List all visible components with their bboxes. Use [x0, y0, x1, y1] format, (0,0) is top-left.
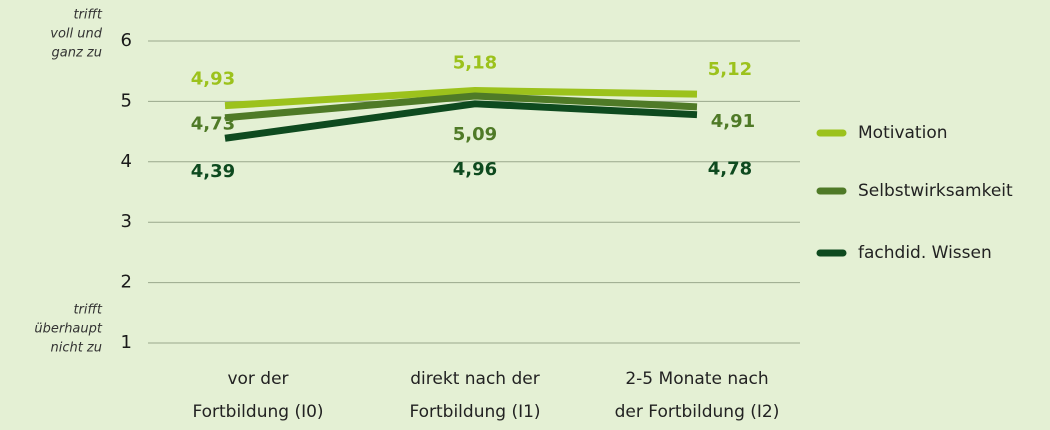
- series-line: [224, 92, 698, 122]
- data-label: 5,18: [453, 53, 497, 74]
- y-tick-label: 1: [121, 332, 132, 353]
- data-label: 5,09: [453, 124, 497, 145]
- data-label: 4,39: [191, 161, 235, 182]
- axis-annotation: trifft: [73, 8, 102, 23]
- axis-annotation: überhaupt: [34, 322, 103, 337]
- data-label: 4,78: [708, 159, 752, 180]
- legend-label: Motivation: [858, 123, 948, 143]
- data-label: 4,93: [191, 69, 235, 90]
- x-tick-label: Fortbildung (I0): [192, 402, 323, 422]
- data-label: 4,96: [453, 159, 497, 180]
- axis-annotation: voll und: [50, 27, 102, 42]
- legend-label: fachdid. Wissen: [858, 243, 992, 263]
- data-label: 4,73: [191, 114, 235, 135]
- series-line: [224, 100, 698, 142]
- y-tick-label: 3: [121, 211, 132, 232]
- x-tick-label: der Fortbildung (I2): [615, 402, 780, 422]
- axis-annotation: nicht zu: [50, 341, 102, 356]
- data-label: 5,12: [708, 59, 752, 80]
- axis-annotation: trifft: [73, 303, 102, 318]
- x-tick-label: Fortbildung (I1): [409, 402, 540, 422]
- y-tick-label: 4: [121, 151, 132, 172]
- x-tick-label: vor der: [227, 369, 288, 389]
- y-tick-label: 6: [121, 30, 132, 51]
- series-line: [224, 87, 698, 110]
- y-tick-label: 5: [121, 90, 132, 111]
- y-tick-label: 2: [121, 272, 132, 293]
- x-tick-label: direkt nach der: [410, 369, 539, 389]
- data-label: 4,91: [711, 111, 755, 132]
- axis-annotation: ganz zu: [52, 46, 102, 61]
- x-tick-label: 2-5 Monate nach: [625, 369, 768, 389]
- legend-label: Selbstwirksamkeit: [858, 181, 1013, 201]
